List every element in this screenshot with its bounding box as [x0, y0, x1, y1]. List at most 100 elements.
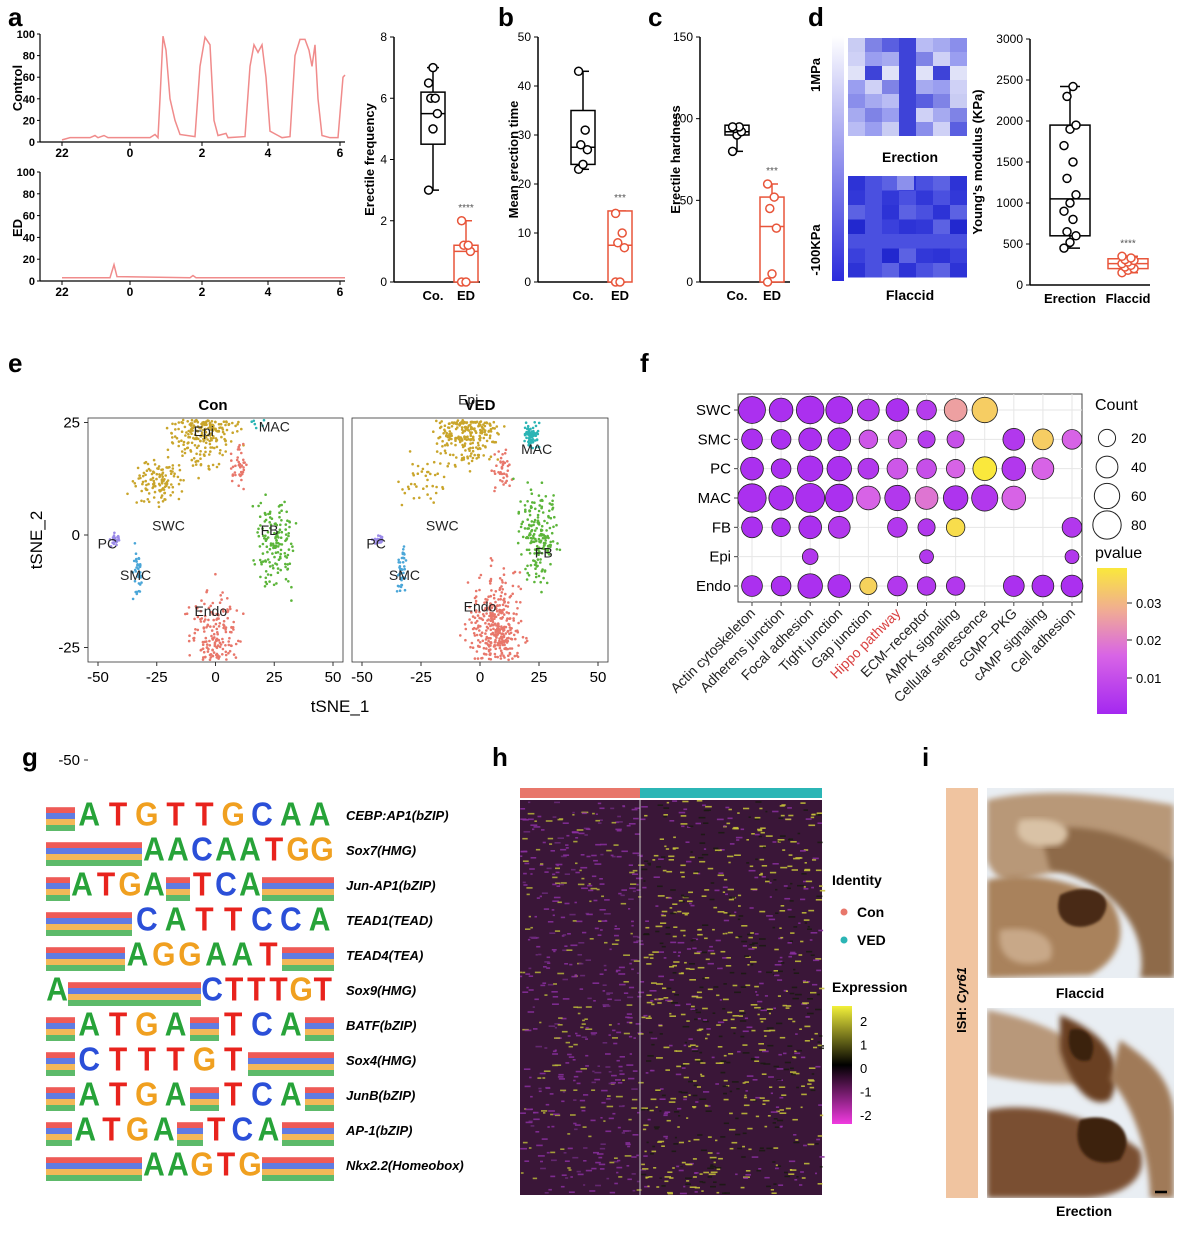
heatmap-flaccid-cell	[882, 234, 899, 249]
tsne-cell-point	[139, 563, 142, 567]
expression-heatmap-cell	[713, 906, 718, 909]
tsne-cell-point	[508, 626, 512, 629]
tsne-cell-point	[540, 551, 544, 555]
expression-heatmap-cell	[543, 908, 550, 910]
motif-logo-letter: C	[251, 800, 273, 831]
expression-heatmap-cell	[780, 905, 785, 907]
identity-bar-ved	[640, 788, 822, 798]
boxplot-group-label: Co.	[573, 288, 594, 303]
expression-tick-label: 0	[860, 1061, 867, 1076]
identity-legend-label: Con	[857, 904, 884, 920]
tsne-cell-point	[524, 641, 527, 644]
tsne-cell-point	[275, 532, 278, 535]
tsne-cell-point	[499, 598, 503, 601]
expression-heatmap-cell	[551, 991, 558, 993]
significance-stars: ****	[458, 203, 474, 214]
expression-heatmap-cell	[683, 934, 686, 937]
expression-heatmap-cell	[800, 850, 806, 852]
expression-heatmap-cell	[583, 1094, 589, 1096]
expression-heatmap-cell	[749, 943, 755, 946]
tsne-cell-point	[422, 487, 425, 491]
expression-heatmap-cell	[653, 1167, 657, 1169]
tsne-cell-point	[472, 438, 475, 442]
tsne-cell-point	[476, 644, 480, 648]
expression-heatmap-cell	[779, 1112, 787, 1114]
expression-heatmap-cell	[565, 844, 569, 846]
tsne-cell-point	[441, 487, 445, 491]
tsne-cell-point	[185, 431, 188, 434]
expression-heatmap-cell	[544, 871, 549, 873]
expression-heatmap-cell	[759, 1149, 766, 1152]
tsne-cell-point	[190, 418, 194, 422]
dotplot-point	[1061, 429, 1083, 450]
expression-heatmap-cell	[803, 849, 809, 851]
heatmap-erection-cell	[865, 80, 882, 94]
expression-heatmap-cell	[695, 1101, 699, 1103]
boxplot-group-label: Flaccid	[1106, 291, 1151, 306]
tsne-cell-point	[257, 534, 261, 538]
dotplot-point	[801, 548, 819, 565]
motif-logo-letter: A	[143, 870, 165, 901]
expression-heatmap-cell	[552, 914, 555, 917]
tsne-cell-point	[488, 604, 492, 608]
expression-heatmap-cell	[542, 1077, 546, 1079]
ish-side-band	[946, 788, 978, 1198]
tsne-cell-point	[526, 536, 530, 540]
tsne-cell-point	[460, 426, 464, 429]
tsne-cell-point	[475, 633, 479, 637]
expression-heatmap-cell	[681, 894, 685, 897]
heatmap-erection-cell	[899, 66, 916, 80]
tsne-cell-point	[490, 589, 493, 592]
expression-heatmap-cell	[779, 956, 783, 959]
expression-heatmap-cell	[565, 1062, 570, 1064]
tsne-cell-point	[526, 564, 529, 568]
tsne-cell-point	[242, 468, 246, 472]
expression-heatmap-cell	[600, 843, 607, 846]
expression-heatmap-cell	[640, 818, 646, 821]
expression-heatmap-cell	[632, 869, 638, 872]
expression-heatmap-cell	[692, 1080, 697, 1082]
dotplot-point	[858, 429, 879, 449]
expression-heatmap-cell	[710, 1164, 714, 1166]
tsne-cell-point	[251, 504, 255, 508]
tsne-cell-point	[139, 571, 142, 574]
tsne-cell-point	[189, 424, 193, 427]
tsne-cell-point	[516, 607, 519, 610]
expression-heatmap-cell	[819, 1047, 824, 1050]
tsne-cell-point	[200, 648, 203, 652]
expression-heatmap-cell	[659, 1177, 662, 1179]
tsne-cell-point	[496, 632, 500, 636]
expression-heatmap-cell	[740, 986, 747, 988]
histology-erection-caption: Erection	[1056, 1203, 1112, 1219]
tsne-cell-point	[471, 446, 475, 450]
expression-heatmap-cell	[738, 905, 741, 907]
tsne-cell-point	[277, 531, 281, 534]
panel-label-c: c	[648, 2, 663, 32]
tsne-cell-point	[190, 441, 194, 445]
tsne-cell-point	[396, 573, 400, 577]
motif-logo-letter: A	[279, 800, 302, 831]
expression-heatmap-cell	[743, 807, 750, 810]
expression-heatmap-cell	[773, 1007, 776, 1010]
expression-heatmap-cell	[560, 848, 567, 851]
expression-heatmap-cell	[773, 1118, 778, 1120]
expression-heatmap-cell	[743, 1104, 750, 1107]
tsne-cell-point	[234, 424, 237, 428]
heatmap-erection-cell	[950, 108, 967, 122]
expression-heatmap-cell	[613, 844, 619, 846]
expression-heatmap-cell	[725, 957, 731, 959]
tsne-cell-point	[544, 539, 547, 542]
expression-heatmap-cell	[774, 948, 779, 951]
expression-heatmap-cell	[680, 1013, 686, 1016]
tsne-cell-point	[542, 576, 545, 580]
tsne-cell-point	[483, 421, 487, 425]
expression-heatmap-cell	[678, 1091, 682, 1093]
expression-heatmap-cell	[658, 951, 664, 953]
expression-heatmap-cell	[564, 902, 570, 905]
trace-ytick-label: 20	[23, 254, 35, 266]
tsne-cell-point	[284, 565, 287, 569]
tsne-cell-point	[109, 545, 113, 548]
tsne-cell-point	[484, 641, 488, 645]
expression-heatmap-cell	[695, 1045, 699, 1048]
